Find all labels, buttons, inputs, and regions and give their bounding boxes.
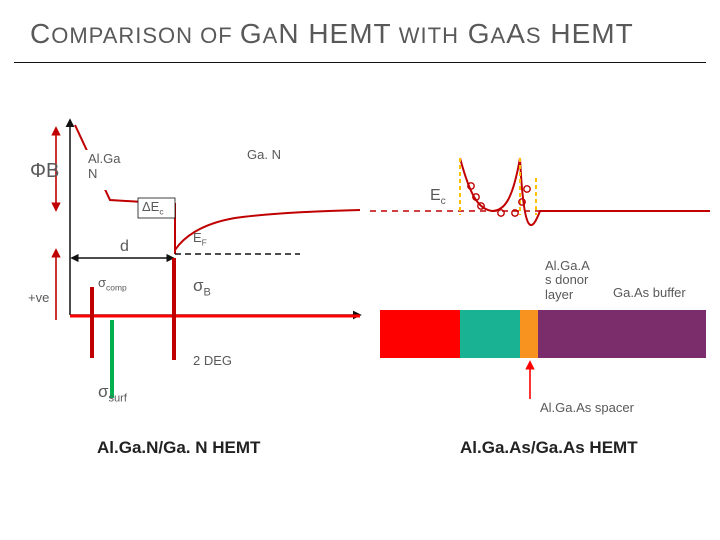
ef-label: EF	[193, 230, 207, 248]
phiB-label: ΦB	[30, 160, 59, 183]
layer-buffer	[538, 310, 706, 358]
pve-label: +ve	[28, 290, 49, 305]
algan-label: Al.Ga N	[88, 152, 121, 182]
dEc-label: ΔEc	[142, 199, 164, 217]
left-caption: Al.Ga.N/Ga. N HEMT	[97, 438, 260, 458]
sigma-comp-label: σcomp	[98, 275, 127, 293]
ec-label: Ec	[430, 187, 446, 207]
right-caption: Al.Ga.As/Ga.As HEMT	[460, 438, 638, 458]
sigma-surf-label: σsurf	[98, 382, 127, 404]
gan-label: Ga. N	[247, 147, 281, 162]
band-curve-right	[460, 158, 710, 225]
diagrams-svg	[0, 0, 720, 540]
sigma-b-label: σB	[193, 276, 211, 298]
d-label: d	[120, 238, 129, 256]
layer-spacer	[520, 310, 538, 358]
twodeg-label: 2 DEG	[193, 353, 232, 368]
right-diagram	[370, 158, 710, 399]
spacer-label: Al.Ga.As spacer	[540, 400, 634, 415]
layer-donor	[460, 310, 520, 358]
donor-layer-label: Al.Ga.A s donor layer	[545, 259, 590, 302]
buffer-label: Ga.As buffer	[613, 285, 686, 300]
layer-gate	[380, 310, 460, 358]
